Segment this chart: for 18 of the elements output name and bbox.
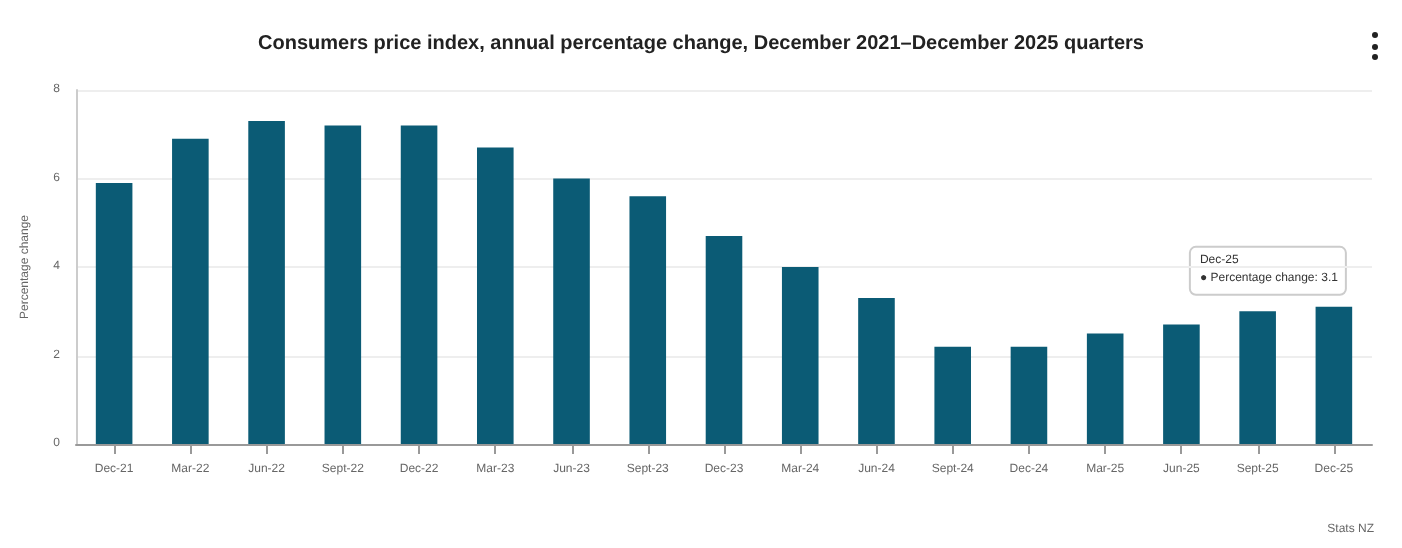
bar (1163, 324, 1200, 444)
bar (1239, 311, 1276, 444)
bar (858, 297, 895, 444)
bar (934, 346, 971, 444)
bar (1315, 306, 1353, 444)
chart-title: Consumers price index, annual percentage change, December 2021–December 2025 quarters (258, 33, 1145, 55)
bar (1086, 333, 1124, 444)
bar (1010, 346, 1048, 444)
bar (477, 147, 514, 444)
bar (172, 138, 209, 444)
bar (248, 120, 285, 444)
bar (324, 125, 362, 444)
bar (629, 196, 667, 444)
bar (705, 236, 743, 444)
bar (781, 267, 819, 444)
bar (553, 178, 590, 444)
bar (400, 125, 438, 444)
bar (95, 182, 133, 444)
